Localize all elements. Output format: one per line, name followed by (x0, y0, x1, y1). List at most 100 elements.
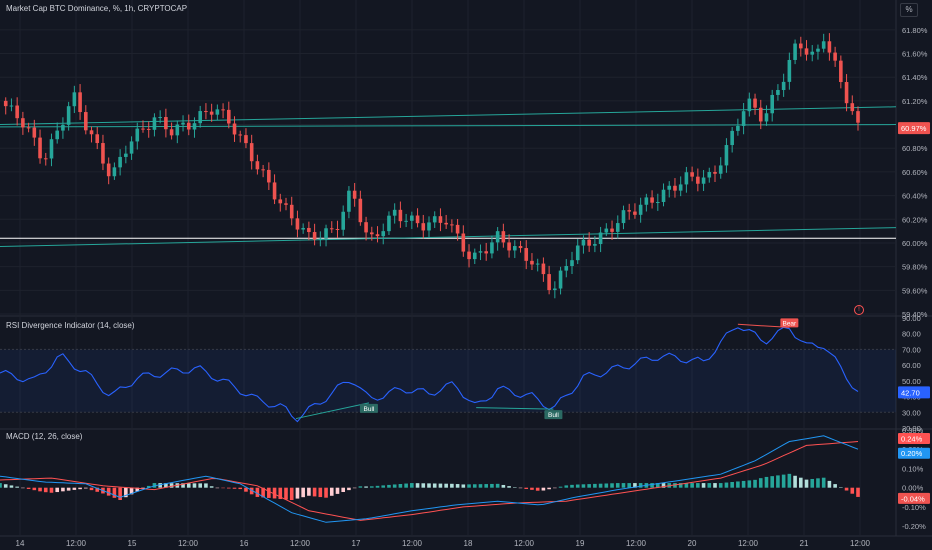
candle-body[interactable] (61, 124, 65, 131)
candle-body[interactable] (633, 211, 637, 215)
alert-icon[interactable]: ! (854, 305, 864, 315)
percent-scale-button[interactable]: % (900, 3, 918, 17)
candle-body[interactable] (267, 169, 271, 183)
candle-body[interactable] (169, 129, 174, 136)
candle-body[interactable] (381, 231, 386, 237)
candle-body[interactable] (227, 109, 231, 124)
candle-body[interactable] (284, 203, 288, 205)
candle-body[interactable] (307, 227, 311, 233)
candle-body[interactable] (501, 231, 506, 243)
candle-body[interactable] (135, 128, 140, 142)
candle-body[interactable] (787, 59, 792, 82)
candle-body[interactable] (833, 52, 837, 61)
candle-body[interactable] (392, 209, 397, 216)
candle-body[interactable] (490, 242, 494, 254)
candle-body[interactable] (513, 246, 517, 251)
macd-line[interactable] (0, 435, 859, 523)
candle-body[interactable] (15, 105, 19, 119)
candle-body[interactable] (793, 43, 797, 60)
candle-body[interactable] (72, 92, 77, 107)
candle-body[interactable] (856, 111, 860, 123)
candle-body[interactable] (404, 220, 408, 222)
candle-body[interactable] (661, 189, 666, 202)
candle-body[interactable] (535, 263, 540, 265)
candle-body[interactable] (827, 41, 832, 53)
candle-body[interactable] (598, 232, 603, 245)
candle-body[interactable] (770, 94, 774, 114)
candle-body[interactable] (553, 288, 557, 291)
candle-body[interactable] (232, 123, 237, 135)
candle-body[interactable] (181, 122, 185, 125)
candle-body[interactable] (198, 111, 202, 124)
candle-body[interactable] (564, 266, 569, 271)
candle-body[interactable] (244, 135, 248, 144)
candle-body[interactable] (278, 199, 283, 204)
candle-body[interactable] (141, 128, 145, 130)
candle-body[interactable] (32, 127, 37, 138)
candle-body[interactable] (530, 260, 534, 265)
candle-body[interactable] (718, 165, 723, 174)
candle-body[interactable] (758, 107, 763, 122)
candle-body[interactable] (444, 222, 448, 225)
candle-body[interactable] (450, 224, 454, 226)
candle-body[interactable] (38, 137, 42, 159)
candle-body[interactable] (295, 218, 300, 230)
candle-body[interactable] (621, 210, 626, 224)
candle-body[interactable] (204, 111, 208, 113)
candle-body[interactable] (427, 222, 431, 231)
candle-body[interactable] (347, 190, 351, 212)
candle-body[interactable] (484, 251, 488, 254)
candle-body[interactable] (850, 103, 855, 112)
candle-body[interactable] (776, 90, 780, 95)
candle-body[interactable] (221, 109, 225, 111)
candle-body[interactable] (387, 215, 391, 232)
candle-body[interactable] (415, 215, 420, 224)
candle-body[interactable] (49, 139, 54, 159)
candle-body[interactable] (238, 134, 243, 136)
candle-body[interactable] (324, 228, 328, 239)
candle-body[interactable] (495, 231, 500, 243)
candle-body[interactable] (78, 92, 82, 113)
candle-body[interactable] (707, 172, 712, 178)
candle-body[interactable] (724, 145, 729, 166)
candle-body[interactable] (438, 216, 443, 223)
candle-body[interactable] (152, 117, 157, 130)
candle-body[interactable] (690, 172, 694, 177)
rsi-pane[interactable]: Bull Bull Bear (0, 318, 896, 423)
candle-body[interactable] (43, 158, 48, 160)
candle-body[interactable] (175, 124, 180, 136)
candle-body[interactable] (66, 106, 71, 125)
candle-body[interactable] (432, 216, 437, 223)
candle-body[interactable] (507, 242, 511, 251)
candle-body[interactable] (667, 185, 672, 190)
candle-body[interactable] (341, 211, 345, 230)
candle-body[interactable] (124, 153, 128, 157)
candle-body[interactable] (747, 98, 752, 112)
candle-body[interactable] (730, 130, 734, 146)
candle-body[interactable] (21, 118, 25, 128)
candle-body[interactable] (570, 260, 574, 267)
candle-body[interactable] (650, 197, 654, 203)
candle-body[interactable] (839, 60, 843, 83)
candle-body[interactable] (804, 48, 809, 55)
candle-body[interactable] (186, 122, 191, 130)
candle-body[interactable] (106, 163, 111, 177)
candle-body[interactable] (753, 98, 757, 108)
candle-body[interactable] (781, 81, 786, 91)
candle-body[interactable] (352, 190, 357, 199)
candle-body[interactable] (329, 228, 334, 230)
candle-body[interactable] (84, 112, 88, 131)
candle-body[interactable] (713, 172, 717, 174)
candle-body[interactable] (799, 43, 803, 49)
candle-body[interactable] (764, 113, 769, 122)
candle-body[interactable] (301, 227, 305, 230)
candle-body[interactable] (821, 41, 826, 49)
candle-body[interactable] (581, 239, 586, 246)
candle-body[interactable] (615, 223, 620, 232)
candle-body[interactable] (558, 270, 563, 289)
candle-body[interactable] (335, 228, 340, 230)
candle-body[interactable] (478, 251, 483, 253)
candle-body[interactable] (164, 117, 168, 130)
candle-body[interactable] (112, 167, 117, 177)
macd-signal-line[interactable] (0, 441, 859, 521)
